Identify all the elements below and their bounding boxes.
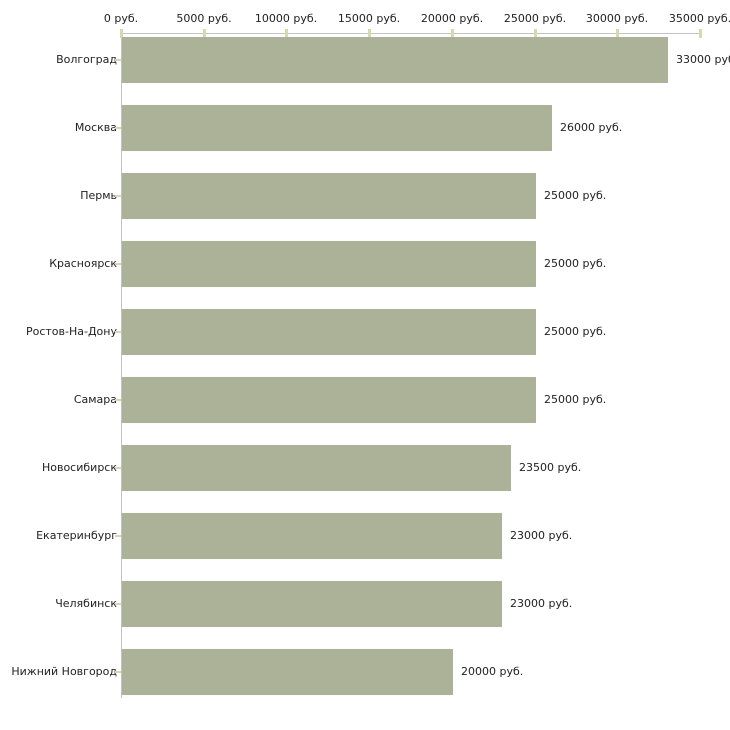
y-axis-tick xyxy=(115,59,121,61)
x-axis-tick-label: 5000 руб. xyxy=(176,12,232,25)
category-label: Нижний Новгород xyxy=(11,665,117,678)
bar xyxy=(122,173,536,219)
bar xyxy=(122,649,453,695)
category-label: Екатеринбург xyxy=(36,529,117,542)
bar xyxy=(122,377,536,423)
category-label: Челябинск xyxy=(55,597,117,610)
x-axis-tick-label: 35000 руб. xyxy=(668,12,730,25)
x-axis-tick-label: 25000 руб. xyxy=(503,12,567,25)
value-label: 25000 руб. xyxy=(544,325,607,338)
x-axis-tick xyxy=(534,29,537,38)
value-label: 20000 руб. xyxy=(461,665,524,678)
x-axis-tick-label: 0 руб. xyxy=(103,12,139,25)
category-label: Самара xyxy=(73,393,117,406)
x-axis-tick xyxy=(285,29,288,38)
x-axis-tick-label: 15000 руб. xyxy=(337,12,401,25)
category-label: Волгоград xyxy=(56,53,117,66)
value-label: 26000 руб. xyxy=(560,121,623,134)
x-axis-tick xyxy=(451,29,454,38)
bar xyxy=(122,513,502,559)
bar xyxy=(122,445,511,491)
x-axis-tick-label: 10000 руб. xyxy=(254,12,318,25)
bar xyxy=(122,309,536,355)
x-axis-tick xyxy=(120,29,123,38)
value-label: 23000 руб. xyxy=(510,529,573,542)
value-label: 25000 руб. xyxy=(544,257,607,270)
y-axis-tick xyxy=(115,331,121,333)
value-label: 23000 руб. xyxy=(510,597,573,610)
y-axis-line xyxy=(121,33,122,698)
bar xyxy=(122,241,536,287)
x-axis-tick-label: 20000 руб. xyxy=(420,12,484,25)
category-label: Москва xyxy=(74,121,117,134)
x-axis-line xyxy=(121,33,701,34)
y-axis-tick xyxy=(115,535,121,537)
category-label: Пермь xyxy=(80,189,117,202)
y-axis-tick xyxy=(115,603,121,605)
bar xyxy=(122,37,668,83)
bar xyxy=(122,105,552,151)
y-axis-tick xyxy=(115,263,121,265)
category-label: Красноярск xyxy=(49,257,117,270)
y-axis-tick xyxy=(115,467,121,469)
x-axis-tick-label: 30000 руб. xyxy=(585,12,649,25)
category-label: Новосибирск xyxy=(41,461,117,474)
y-axis-tick xyxy=(115,671,121,673)
y-axis-tick xyxy=(115,195,121,197)
y-axis-tick xyxy=(115,399,121,401)
x-axis-tick xyxy=(368,29,371,38)
y-axis-tick xyxy=(115,127,121,129)
value-label: 25000 руб. xyxy=(544,393,607,406)
x-axis-tick xyxy=(616,29,619,38)
bar xyxy=(122,581,502,627)
value-label: 33000 руб xyxy=(676,53,730,66)
x-axis-tick xyxy=(699,29,702,38)
x-axis-tick xyxy=(203,29,206,38)
value-label: 23500 руб. xyxy=(519,461,582,474)
value-label: 25000 руб. xyxy=(544,189,607,202)
category-label: Ростов-На-Дону xyxy=(25,325,117,338)
